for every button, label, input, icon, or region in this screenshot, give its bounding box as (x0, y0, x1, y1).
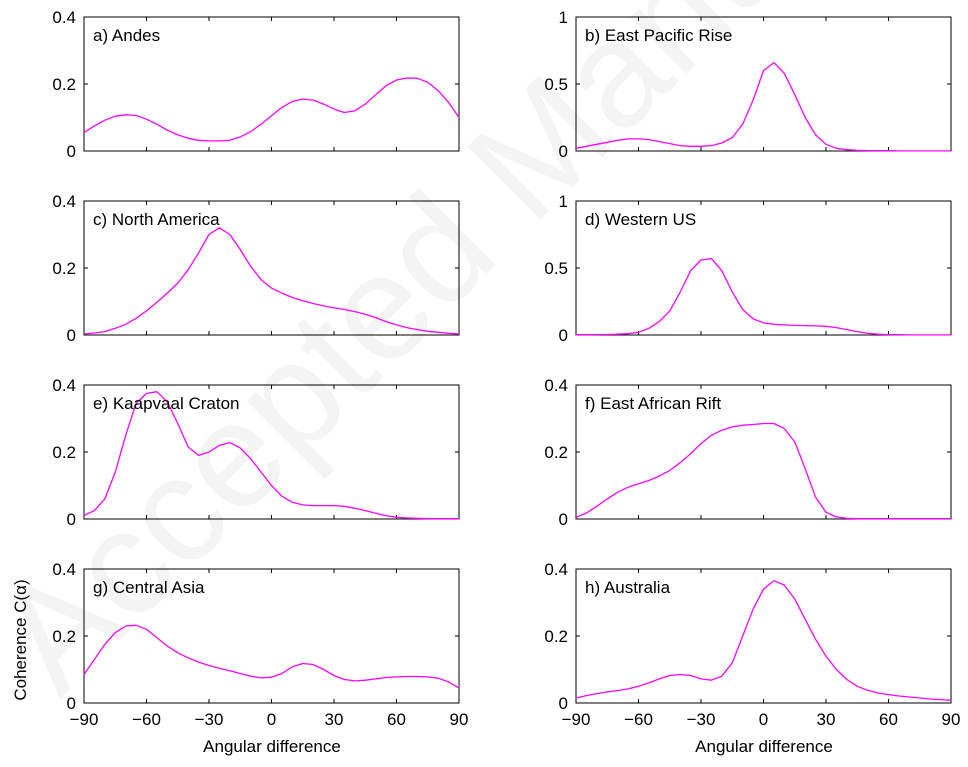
y-tick-label: 0.4 (544, 376, 568, 395)
panel-label: f) East African Rift (585, 394, 721, 413)
y-tick-label: 0.4 (52, 376, 76, 395)
panel-g: −90 −60 −30 0 30 60 90 0 0.2 0.4 g) Central Asia (52, 560, 468, 729)
y-tick-label: 0.4 (52, 560, 76, 579)
y-tick-label: 0.2 (544, 443, 568, 462)
x-tick-label: 30 (817, 710, 836, 729)
data-line (575, 422, 951, 520)
x-tick-label: −90 (562, 710, 591, 729)
y-tick-label: 0 (559, 694, 568, 713)
panel-b: 0 0.5 1 b) East Pacific Rise (544, 8, 952, 161)
y-tick-label: 0 (67, 694, 76, 713)
panel-label: b) East Pacific Rise (585, 26, 732, 45)
y-tick-label: 1 (559, 8, 568, 27)
panel-label: h) Australia (585, 578, 671, 597)
panel-h: −90 −60 −30 0 30 60 90 0 0.2 0.4 h) Australia (544, 560, 960, 729)
x-tick-label: −30 (687, 710, 716, 729)
x-tick-label: −60 (132, 710, 161, 729)
panel-e: 0 0.2 0.4 e) Kaapvaal Craton (52, 376, 460, 529)
y-tick-label: 0 (559, 510, 568, 529)
data-line (83, 77, 460, 142)
y-axis-label: Coherence C(α) (11, 579, 30, 700)
x-tick-label: 90 (450, 710, 469, 729)
x-tick-label: −60 (624, 710, 653, 729)
data-line (575, 580, 952, 701)
panel-d: 0 0.5 1 d) Western US (544, 192, 952, 345)
x-tick-label: −30 (195, 710, 224, 729)
data-line (576, 257, 951, 336)
x-tick-label: 0 (759, 710, 768, 729)
panel-label: d) Western US (585, 210, 696, 229)
data-line (83, 227, 460, 335)
x-axis-label-right: Angular difference (695, 737, 833, 756)
y-tick-label: 0.2 (52, 627, 76, 646)
data-line (83, 391, 459, 520)
panel-c: 0 0.2 0.4 c) North America (52, 192, 460, 345)
x-tick-label: 60 (387, 710, 406, 729)
panel-label: g) Central Asia (93, 578, 205, 597)
data-line (83, 624, 460, 689)
data-line (575, 61, 951, 152)
y-tick-label: 0 (67, 142, 76, 161)
y-tick-label: 0.4 (52, 192, 76, 211)
y-tick-label: 0.5 (544, 75, 568, 94)
panel-label: c) North America (93, 210, 220, 229)
y-tick-label: 0 (67, 326, 76, 345)
x-tick-label: 60 (879, 710, 898, 729)
panel-a: 0 0.2 0.4 a) Andes (52, 8, 460, 161)
y-tick-label: 0 (67, 510, 76, 529)
panel-f: 0 0.2 0.4 f) East African Rift (544, 376, 952, 529)
y-tick-label: 0.2 (52, 259, 76, 278)
y-tick-label: 0 (559, 326, 568, 345)
y-tick-label: 0.5 (544, 259, 568, 278)
x-tick-label: 90 (942, 710, 961, 729)
x-tick-label: 0 (267, 710, 276, 729)
y-tick-label: 0.2 (52, 75, 76, 94)
y-tick-label: 0.4 (52, 8, 76, 27)
y-tick-label: 0.2 (52, 443, 76, 462)
y-tick-label: 1 (559, 192, 568, 211)
y-tick-label: 0.4 (544, 560, 568, 579)
watermark-text: Accepted Manuscript (0, 0, 968, 723)
x-tick-label: −90 (70, 710, 99, 729)
y-tick-label: 0.2 (544, 627, 568, 646)
panel-label: e) Kaapvaal Craton (93, 394, 239, 413)
y-tick-label: 0 (559, 142, 568, 161)
panel-label: a) Andes (93, 26, 160, 45)
x-tick-label: 30 (325, 710, 344, 729)
x-axis-label-left: Angular difference (203, 737, 341, 756)
panel-grid: 0 0.2 0.4 a) Andes 0 0.5 1 b) East Pacific Rise… (52, 8, 960, 729)
